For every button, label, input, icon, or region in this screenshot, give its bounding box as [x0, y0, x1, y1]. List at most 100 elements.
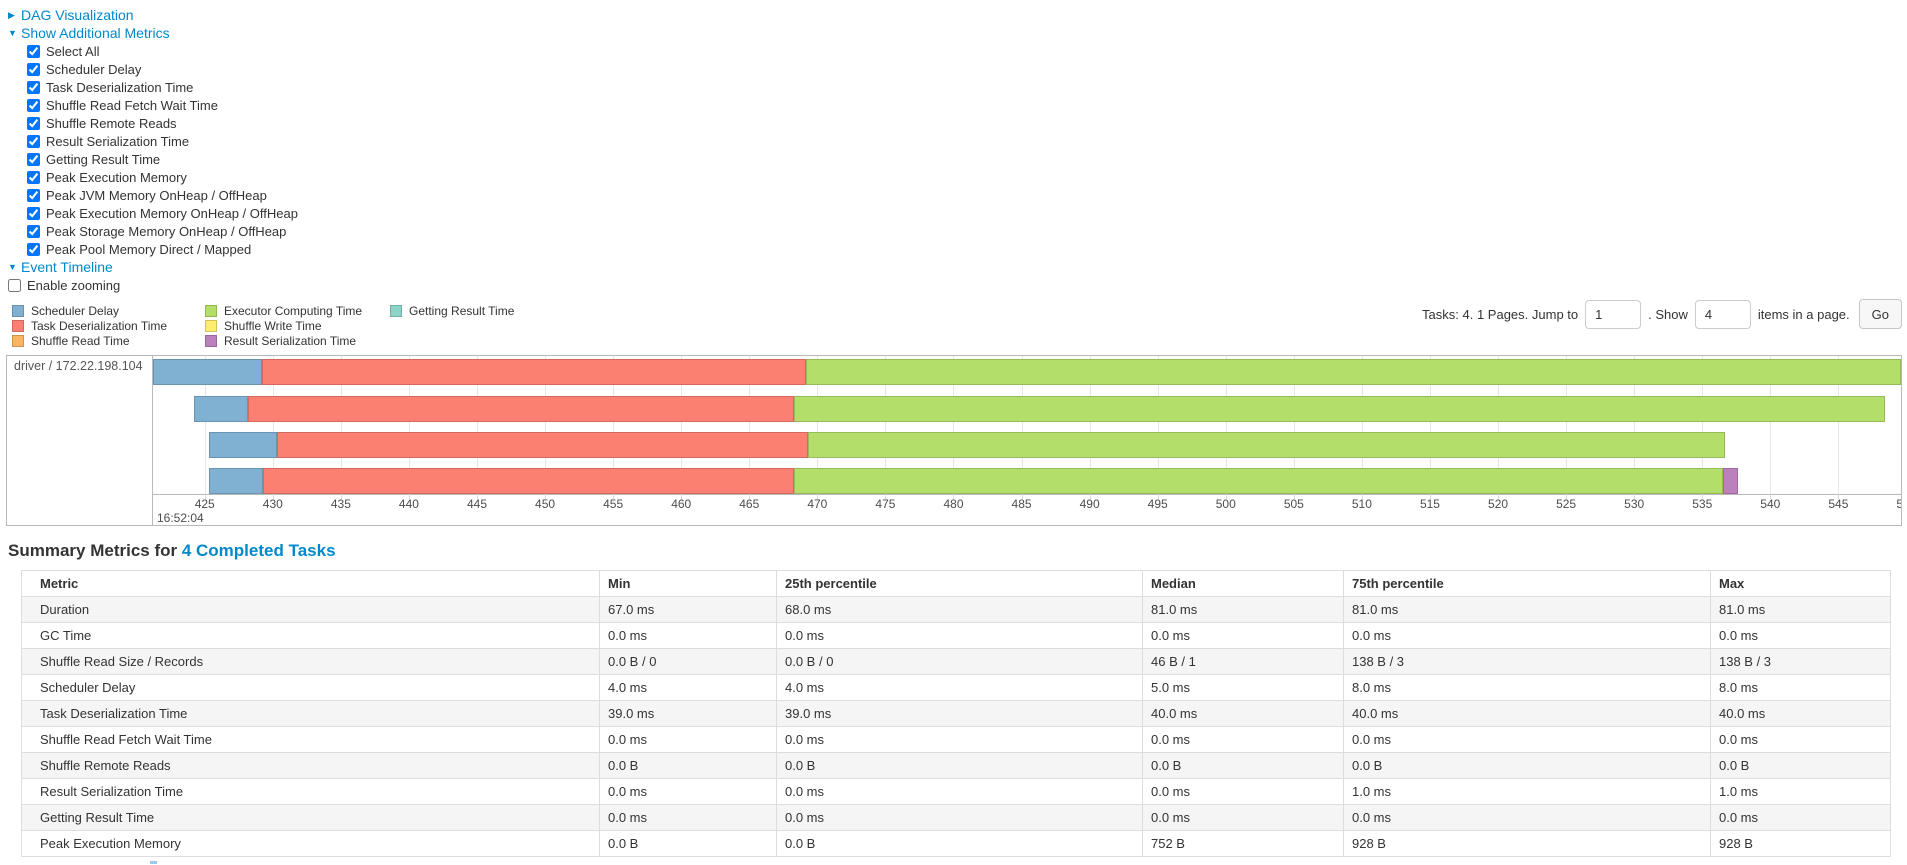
- metric-checkbox[interactable]: [27, 152, 40, 166]
- axis-tick-mark: [545, 494, 547, 499]
- axis-tick-label: 480: [943, 497, 964, 511]
- gridline: [885, 356, 887, 494]
- metric-value-cell: 0.0 ms: [599, 778, 777, 805]
- metric-value-cell: 1.0 ms: [1710, 778, 1891, 805]
- task-segment-scheduler-delay[interactable]: [208, 432, 277, 458]
- axis-tick-label: 460: [671, 497, 692, 511]
- metric-value-cell: 0.0 ms: [599, 622, 777, 649]
- scheduler-delay-swatch-icon: [12, 305, 24, 317]
- task-segment-result-serialization[interactable]: [1722, 468, 1738, 494]
- metric-checkbox[interactable]: [27, 98, 40, 112]
- axis-tick-mark: [749, 494, 751, 499]
- go-button[interactable]: Go: [1858, 299, 1902, 329]
- task-segment-scheduler-delay[interactable]: [153, 359, 262, 385]
- metric-checkbox[interactable]: [27, 188, 40, 202]
- metric-checkbox-row: Select All: [8, 42, 298, 60]
- legend-item: Result Serialization Time: [205, 334, 390, 348]
- timeline-bars-region: [153, 356, 1901, 495]
- legend-item: Shuffle Write Time: [205, 319, 390, 333]
- jump-to-page-input[interactable]: [1585, 299, 1642, 329]
- gridline: [1498, 356, 1500, 494]
- metric-checkbox[interactable]: [27, 80, 40, 94]
- metric-checkbox-label: Select All: [46, 43, 100, 59]
- items-per-page-input[interactable]: [1694, 299, 1751, 329]
- task-pagination: Tasks: 4. 1 Pages. Jump to . Show items …: [1422, 299, 1902, 329]
- metric-checkbox-label: Shuffle Remote Reads: [46, 115, 177, 131]
- column-header[interactable]: 25th percentile: [776, 570, 1143, 597]
- event-timeline-toggle[interactable]: ▼ Event Timeline: [8, 258, 298, 276]
- axis-tick-mark: [953, 494, 955, 499]
- stage-controls: ▶ DAG Visualization ▼ Show Additional Me…: [8, 6, 298, 294]
- task-segment-task-deserialization[interactable]: [248, 396, 795, 422]
- task-segment-executor-computing[interactable]: [794, 468, 1723, 494]
- axis-tick-label: 495: [1147, 497, 1168, 511]
- metric-checkbox-row: Shuffle Read Fetch Wait Time: [8, 96, 298, 114]
- metric-checkbox[interactable]: [27, 170, 40, 184]
- metric-checkbox-row: Peak JVM Memory OnHeap / OffHeap: [8, 186, 298, 204]
- metric-value-cell: 0.0 B / 0: [599, 648, 777, 675]
- metric-name-cell: Peak Execution Memory: [21, 830, 600, 857]
- column-header[interactable]: Median: [1142, 570, 1344, 597]
- metric-value-cell: 928 B: [1343, 830, 1711, 857]
- metric-checkbox-label: Peak Execution Memory: [46, 169, 187, 185]
- table-row: Result Serialization Time 0.0 ms 0.0 ms 0.0…: [21, 778, 1891, 805]
- metric-checkbox-row: Task Deserialization Time: [8, 78, 298, 96]
- column-header[interactable]: 75th percentile: [1343, 570, 1711, 597]
- axis-tick-mark: [1498, 494, 1500, 499]
- metric-value-cell: 46 B / 1: [1142, 648, 1344, 675]
- task-segment-scheduler-delay[interactable]: [193, 396, 249, 422]
- metric-checkbox[interactable]: [27, 62, 40, 76]
- metric-checkbox-label: Peak Storage Memory OnHeap / OffHeap: [46, 223, 287, 239]
- task-segment-task-deserialization[interactable]: [276, 432, 808, 458]
- timeline-time-axis: 16:52:04 425 430 435 440 445 450 455 460 465 470 4…: [153, 494, 1901, 525]
- metric-value-cell: 0.0 B: [776, 752, 1143, 779]
- metric-checkbox-label: Shuffle Read Fetch Wait Time: [46, 97, 218, 113]
- metric-value-cell: 0.0 ms: [1142, 726, 1344, 753]
- task-segment-executor-computing[interactable]: [807, 432, 1726, 458]
- metric-value-cell: 752 B: [1142, 830, 1344, 857]
- axis-tick-mark: [1225, 494, 1227, 499]
- metric-checkbox[interactable]: [27, 134, 40, 148]
- metric-checkbox[interactable]: [27, 224, 40, 238]
- gridline: [204, 356, 206, 494]
- task-segment-executor-computing[interactable]: [794, 396, 1885, 422]
- task-segment-task-deserialization[interactable]: [263, 468, 795, 494]
- axis-tick-mark: [477, 494, 478, 499]
- axis-tick-label: 530: [1624, 497, 1645, 511]
- column-header[interactable]: Min: [599, 570, 777, 597]
- metric-value-cell: 0.0 ms: [776, 622, 1143, 649]
- dag-visualization-label: DAG Visualization: [21, 7, 134, 23]
- table-row: Duration 67.0 ms 68.0 ms 81.0 ms 81.0 ms 81.0…: [21, 596, 1891, 623]
- executor-host-label: driver / 172.22.198.104: [14, 359, 143, 373]
- axis-tick-mark: [1429, 494, 1431, 499]
- task-segment-task-deserialization[interactable]: [261, 359, 807, 385]
- metric-checkbox[interactable]: [27, 116, 40, 130]
- axis-tick-mark: [1089, 494, 1091, 499]
- metric-checkbox[interactable]: [27, 44, 40, 58]
- task-segment-scheduler-delay[interactable]: [208, 468, 264, 494]
- metric-checkbox[interactable]: [27, 206, 40, 220]
- metric-value-cell: 0.0 B: [1343, 752, 1711, 779]
- metric-value-cell: 5.0 ms: [1142, 674, 1344, 701]
- enable-zooming-checkbox[interactable]: [8, 278, 21, 292]
- metric-value-cell: 81.0 ms: [1343, 596, 1711, 623]
- metric-value-cell: 0.0 ms: [1343, 804, 1711, 831]
- column-header[interactable]: Metric: [21, 570, 600, 597]
- dag-visualization-toggle[interactable]: ▶ DAG Visualization: [8, 6, 298, 24]
- getting-result-swatch-icon: [390, 305, 402, 317]
- timeline-task-row: [153, 432, 1901, 458]
- gridline: [1702, 356, 1704, 494]
- timeline-plot-area[interactable]: 16:52:04 425 430 435 440 445 450 455 460 465 470 4…: [153, 356, 1901, 525]
- axis-tick-mark: [885, 494, 887, 499]
- completed-tasks-link[interactable]: 4 Completed Tasks: [181, 541, 336, 560]
- gridline: [1021, 356, 1023, 494]
- gridline: [817, 356, 819, 494]
- task-segment-executor-computing[interactable]: [806, 359, 1901, 385]
- axis-tick-mark: [1838, 494, 1840, 499]
- metric-checkbox[interactable]: [27, 242, 40, 256]
- show-additional-metrics-toggle[interactable]: ▼ Show Additional Metrics: [8, 24, 298, 42]
- legend-column: Getting Result Time: [390, 304, 583, 349]
- legend-label: Scheduler Delay: [31, 304, 120, 318]
- column-header[interactable]: Max: [1710, 570, 1891, 597]
